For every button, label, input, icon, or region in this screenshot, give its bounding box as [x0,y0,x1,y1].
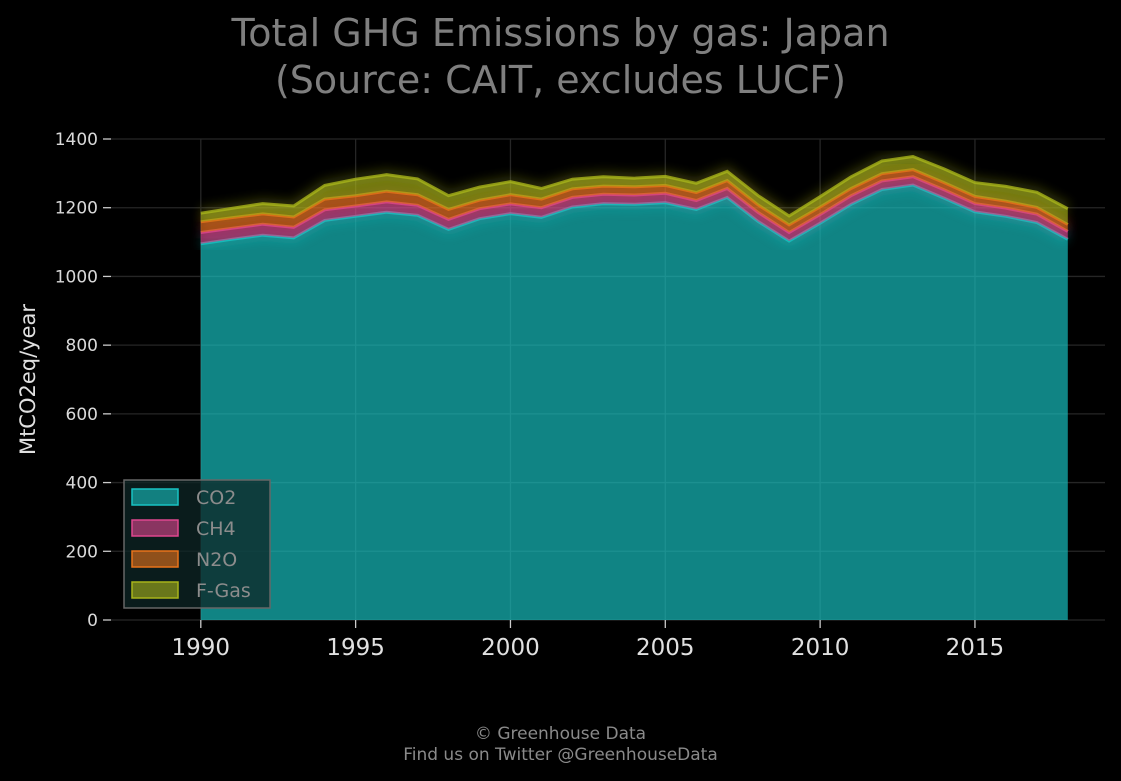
y-tick-label: 200 [66,542,98,562]
x-tick-label: 1995 [326,635,385,661]
y-tick-label: 1200 [55,199,98,219]
y-tick-label: 800 [66,336,98,356]
y-tick-label: 1400 [55,130,98,150]
x-tick-label: 1990 [172,635,231,661]
legend-swatch-co2 [131,488,179,506]
x-tick-label: 2010 [791,635,850,661]
area-co2 [200,185,1068,620]
x-tick-label: 2005 [636,635,695,661]
chart-title: Total GHG Emissions by gas: Japan [231,11,890,55]
legend-label-ch4: CH4 [196,518,236,540]
legend-label-co2: CO2 [196,487,236,509]
line-f-gas [200,154,1069,218]
y-axis-label: MtCO2eq/year [16,304,40,455]
x-tick-label: 2015 [946,635,1005,661]
legend-swatch-ch4 [131,519,179,537]
chart-subtitle: (Source: CAIT, excludes LUCF) [274,58,847,102]
legend: CO2 CH4 N2O F-Gas [123,479,271,609]
footer-twitter: Find us on Twitter @GreenhouseData [403,745,718,765]
x-tick-label: 2000 [481,635,540,661]
area-ch4 [200,176,1068,244]
legend-swatch-f-gas [131,581,179,599]
y-tick-label: 600 [66,405,98,425]
area-layers [199,150,1071,620]
footer-copyright: © Greenhouse Data [474,724,647,744]
legend-label-f-gas: F-Gas [196,580,251,602]
area-f-gas [200,156,1068,225]
area-n2o [200,169,1068,233]
y-tick-label: 1000 [55,267,98,287]
axes: 0 200 400 600 800 1000 1200 1400 1990 1995 2000 200… [16,130,1004,661]
legend-swatch-n2o [131,550,179,568]
y-tick-label: 400 [66,474,98,494]
legend-label-n2o: N2O [196,549,237,571]
y-tick-label: 0 [87,611,98,631]
